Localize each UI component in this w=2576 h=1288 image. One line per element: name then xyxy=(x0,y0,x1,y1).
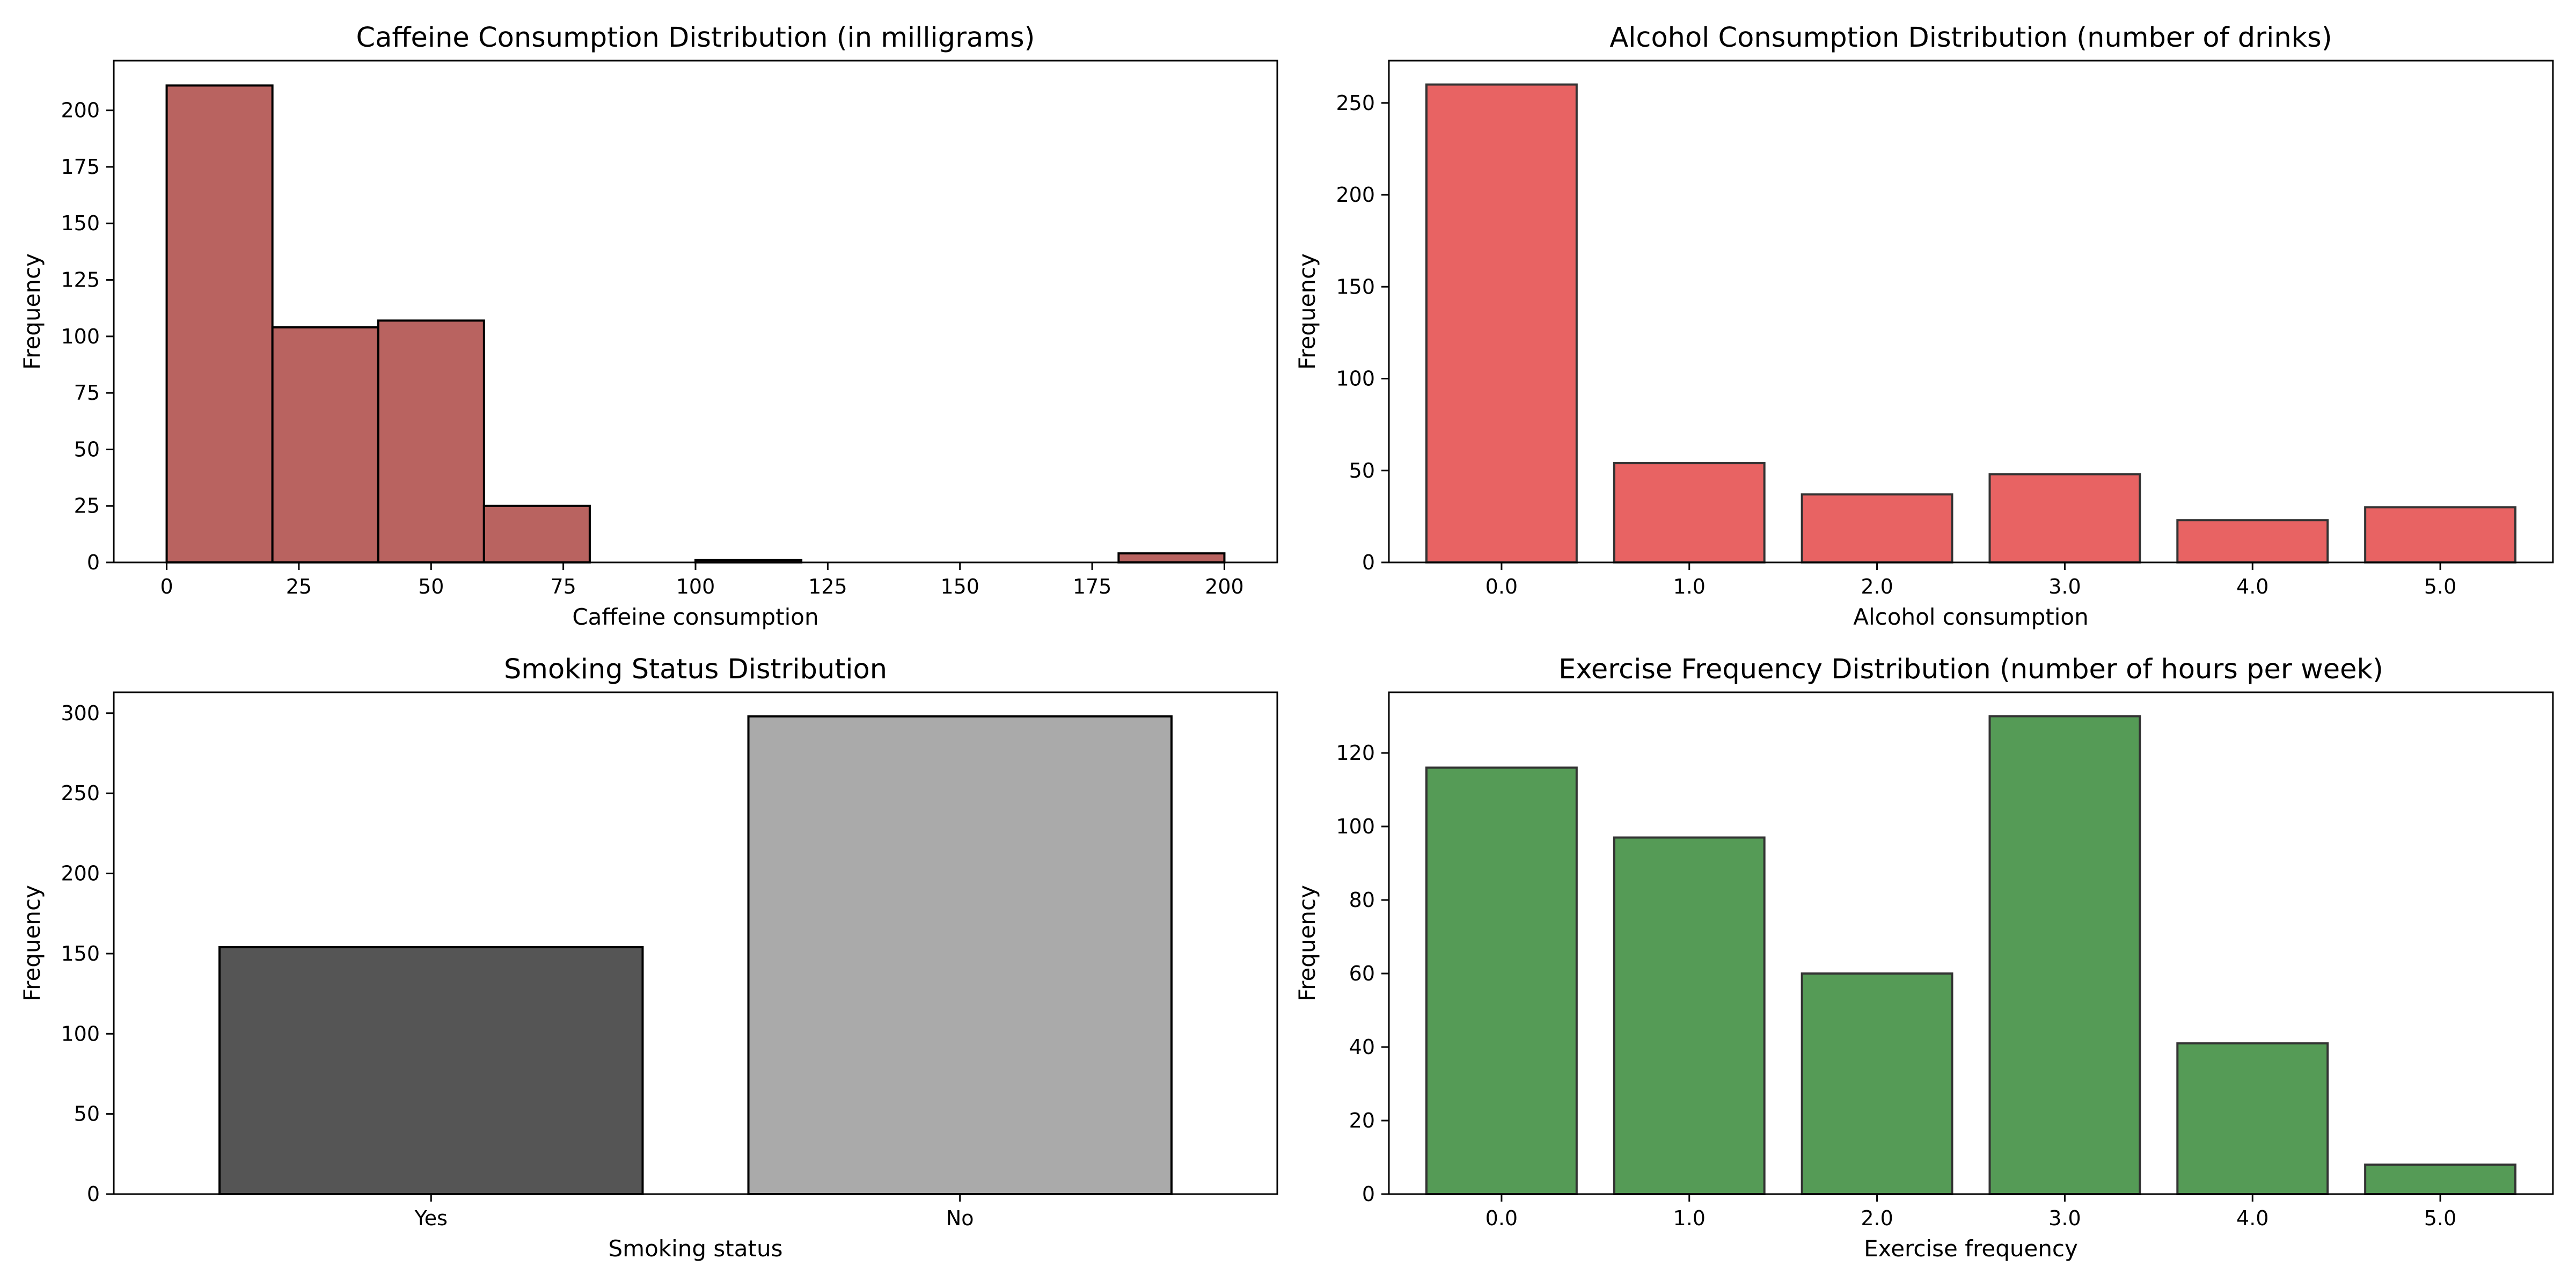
bar-4.0 xyxy=(2176,519,2329,564)
x-tick-label: 0.0 xyxy=(1485,575,1518,598)
bar-No xyxy=(747,715,1173,1196)
chart-title: Alcohol Consumption Distribution (number… xyxy=(1609,22,2332,54)
x-tick-label: 0.0 xyxy=(1485,1206,1518,1230)
bar-3.0 xyxy=(1988,715,2141,1195)
y-tick-label: 150 xyxy=(61,942,100,965)
y-tick-label: 100 xyxy=(1336,815,1375,838)
y-tick-label: 50 xyxy=(74,1102,100,1126)
bar-4.0 xyxy=(2176,1042,2329,1195)
x-tick-label: 25 xyxy=(286,575,312,598)
y-tick-label: 60 xyxy=(1349,962,1375,985)
bar-0.0 xyxy=(1425,766,1578,1195)
x-tick-label: 125 xyxy=(808,575,847,598)
x-axis-label: Caffeine consumption xyxy=(572,604,818,630)
x-tick-label: 1.0 xyxy=(1673,575,1706,598)
x-tick-label: 150 xyxy=(940,575,979,598)
y-axis-label: Frequency xyxy=(19,885,45,1001)
y-tick-label: 250 xyxy=(1336,91,1375,115)
chart-title: Exercise Frequency Distribution (number … xyxy=(1558,654,2383,685)
x-tick-label: 2.0 xyxy=(1861,575,1893,598)
bar-2.0 xyxy=(1801,493,1953,564)
bar-1.0 xyxy=(1613,836,1766,1195)
histogram-bar xyxy=(1117,552,1226,564)
y-tick-label: 0 xyxy=(87,551,100,574)
x-tick-label: No xyxy=(946,1206,974,1230)
y-tick-label: 300 xyxy=(61,701,100,725)
x-tick-label: 200 xyxy=(1205,575,1244,598)
x-tick-label: 50 xyxy=(418,575,444,598)
x-tick-label: 0 xyxy=(160,575,173,598)
y-tick-label: 100 xyxy=(61,1022,100,1045)
x-axis-label: Alcohol consumption xyxy=(1853,604,2088,630)
x-axis-label: Exercise frequency xyxy=(1864,1235,2078,1262)
y-tick-label: 200 xyxy=(1336,183,1375,207)
bar-Yes xyxy=(218,946,644,1195)
y-axis-label: Frequency xyxy=(19,253,45,370)
histogram-bar xyxy=(165,84,274,564)
y-axis-label: Frequency xyxy=(1294,885,1320,1001)
y-tick-label: 20 xyxy=(1349,1109,1375,1132)
x-tick-label: 3.0 xyxy=(2048,1206,2081,1230)
y-axis-label: Frequency xyxy=(1294,253,1320,370)
y-tick-label: 150 xyxy=(61,211,100,235)
axes-frame xyxy=(113,691,1278,1195)
bar-5.0 xyxy=(2364,506,2517,564)
x-tick-label: 175 xyxy=(1073,575,1112,598)
y-tick-label: 120 xyxy=(1336,741,1375,765)
smoking-bar-panel: 0 50 100 150 200 250 300 Yes No Smoking Status Di… xyxy=(19,654,1278,1262)
axes-frame xyxy=(1388,691,2554,1195)
y-tick-label: 100 xyxy=(1336,367,1375,391)
y-tick-label: 25 xyxy=(74,494,100,518)
y-tick-label: 200 xyxy=(61,862,100,885)
y-tick-label: 200 xyxy=(61,99,100,122)
y-tick-label: 40 xyxy=(1349,1035,1375,1059)
x-tick-label: 5.0 xyxy=(2424,1206,2456,1230)
y-tick-label: 125 xyxy=(61,268,100,292)
exercise-bar-panel: 0 20 40 60 80 100 120 0.0 1.0 2.0 3.0 4.0 5.0 Exercis… xyxy=(1294,654,2554,1262)
caffeine-histogram-panel: 0 25 50 75 100 125 150 175 200 0 25 50 75 100 125 150 17… xyxy=(19,22,1278,630)
y-tick-label: 0 xyxy=(87,1182,100,1206)
bar-1.0 xyxy=(1613,462,1766,564)
axes-frame xyxy=(1388,60,2554,564)
y-tick-label: 0 xyxy=(1362,1182,1375,1206)
chart-title: Caffeine Consumption Distribution (in mi… xyxy=(356,22,1035,54)
y-tick-label: 175 xyxy=(61,155,100,179)
x-tick-label: 4.0 xyxy=(2236,1206,2268,1230)
y-tick-label: 50 xyxy=(1349,459,1375,482)
x-tick-label: Yes xyxy=(414,1206,448,1230)
x-tick-label: 3.0 xyxy=(2048,575,2081,598)
y-tick-label: 100 xyxy=(61,325,100,348)
bar-2.0 xyxy=(1801,972,1953,1195)
alcohol-bar-panel: 0 50 100 150 200 250 0.0 1.0 2.0 3.0 4.0 5.0 Alcohol… xyxy=(1294,22,2554,630)
chart-title: Smoking Status Distribution xyxy=(504,654,887,685)
bar-0.0 xyxy=(1425,83,1578,564)
y-tick-label: 250 xyxy=(61,781,100,805)
x-tick-label: 1.0 xyxy=(1673,1206,1706,1230)
y-tick-label: 80 xyxy=(1349,888,1375,912)
y-tick-label: 150 xyxy=(1336,275,1375,298)
x-tick-label: 2.0 xyxy=(1861,1206,1893,1230)
bar-3.0 xyxy=(1988,473,2141,564)
x-tick-label: 4.0 xyxy=(2236,575,2268,598)
histogram-bar xyxy=(271,326,379,564)
y-tick-label: 75 xyxy=(74,381,100,405)
x-tick-label: 75 xyxy=(550,575,576,598)
y-tick-label: 50 xyxy=(74,437,100,461)
y-tick-label: 0 xyxy=(1362,551,1375,574)
x-axis-label: Smoking status xyxy=(609,1235,783,1262)
histogram-bar xyxy=(482,504,591,564)
x-tick-label: 5.0 xyxy=(2424,575,2456,598)
bar-5.0 xyxy=(2364,1163,2517,1195)
x-tick-label: 100 xyxy=(676,575,715,598)
histogram-bar xyxy=(377,319,485,564)
